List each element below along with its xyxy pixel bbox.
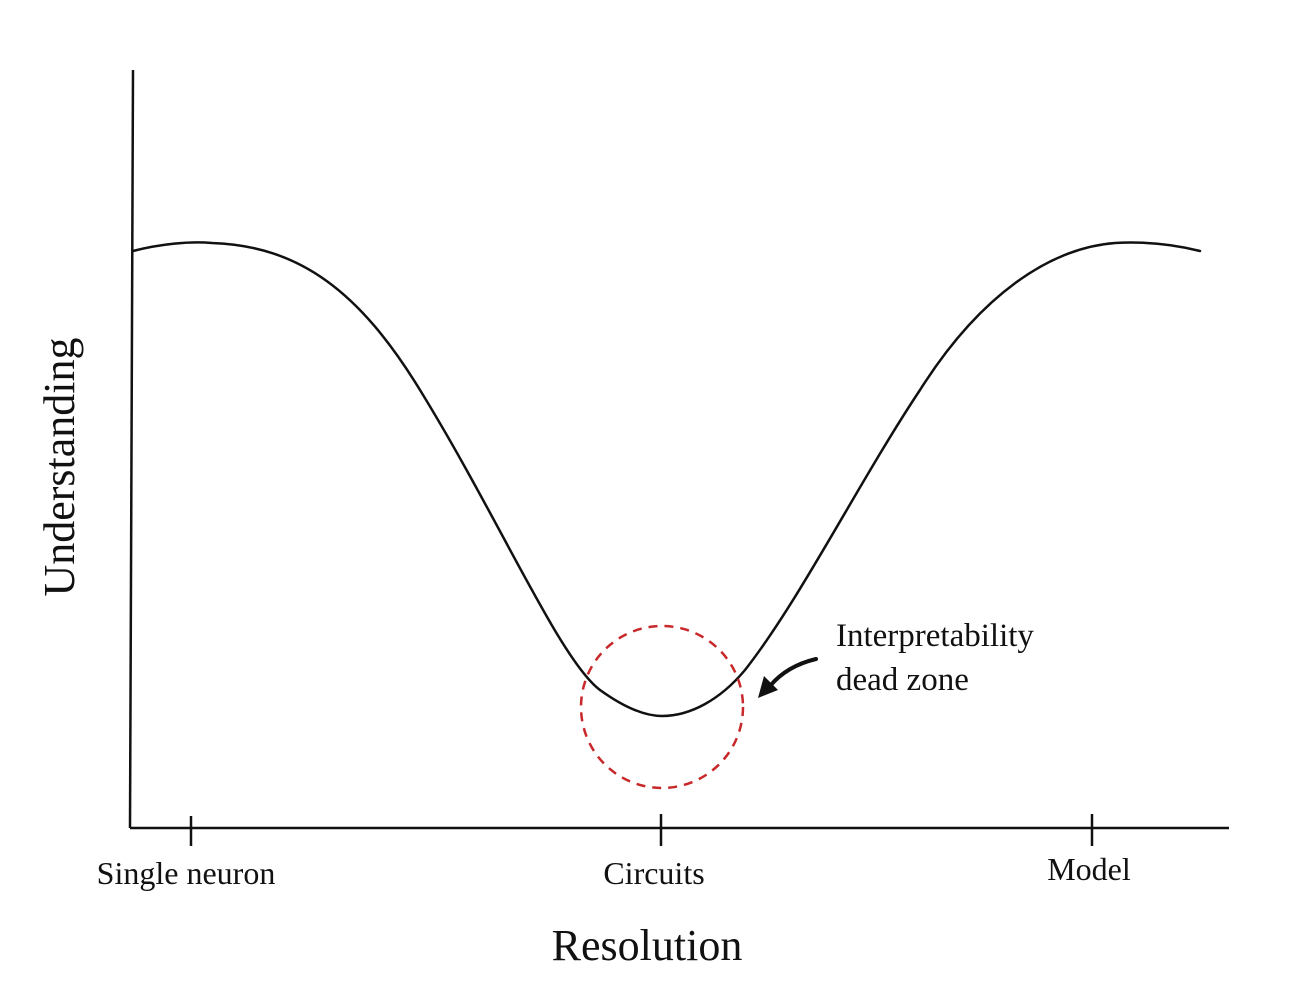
x-tick-label-single-neuron: Single neuron: [97, 855, 276, 891]
annotation-arrow: [758, 657, 818, 698]
x-axis-title: Resolution: [552, 921, 743, 970]
dead-zone-highlight-circle: [579, 624, 745, 790]
annotation-line-2: dead zone: [836, 662, 969, 698]
y-axis-line: [128, 69, 135, 829]
y-axis-title: Understanding: [35, 337, 84, 596]
annotation-line-1: Interpretability: [836, 618, 1034, 654]
understanding-curve: [131, 241, 1202, 718]
annotation-label: Interpretability dead zone: [836, 618, 1042, 698]
x-tick-label-circuits: Circuits: [603, 855, 704, 891]
x-tick-label-model: Model: [1047, 851, 1131, 887]
